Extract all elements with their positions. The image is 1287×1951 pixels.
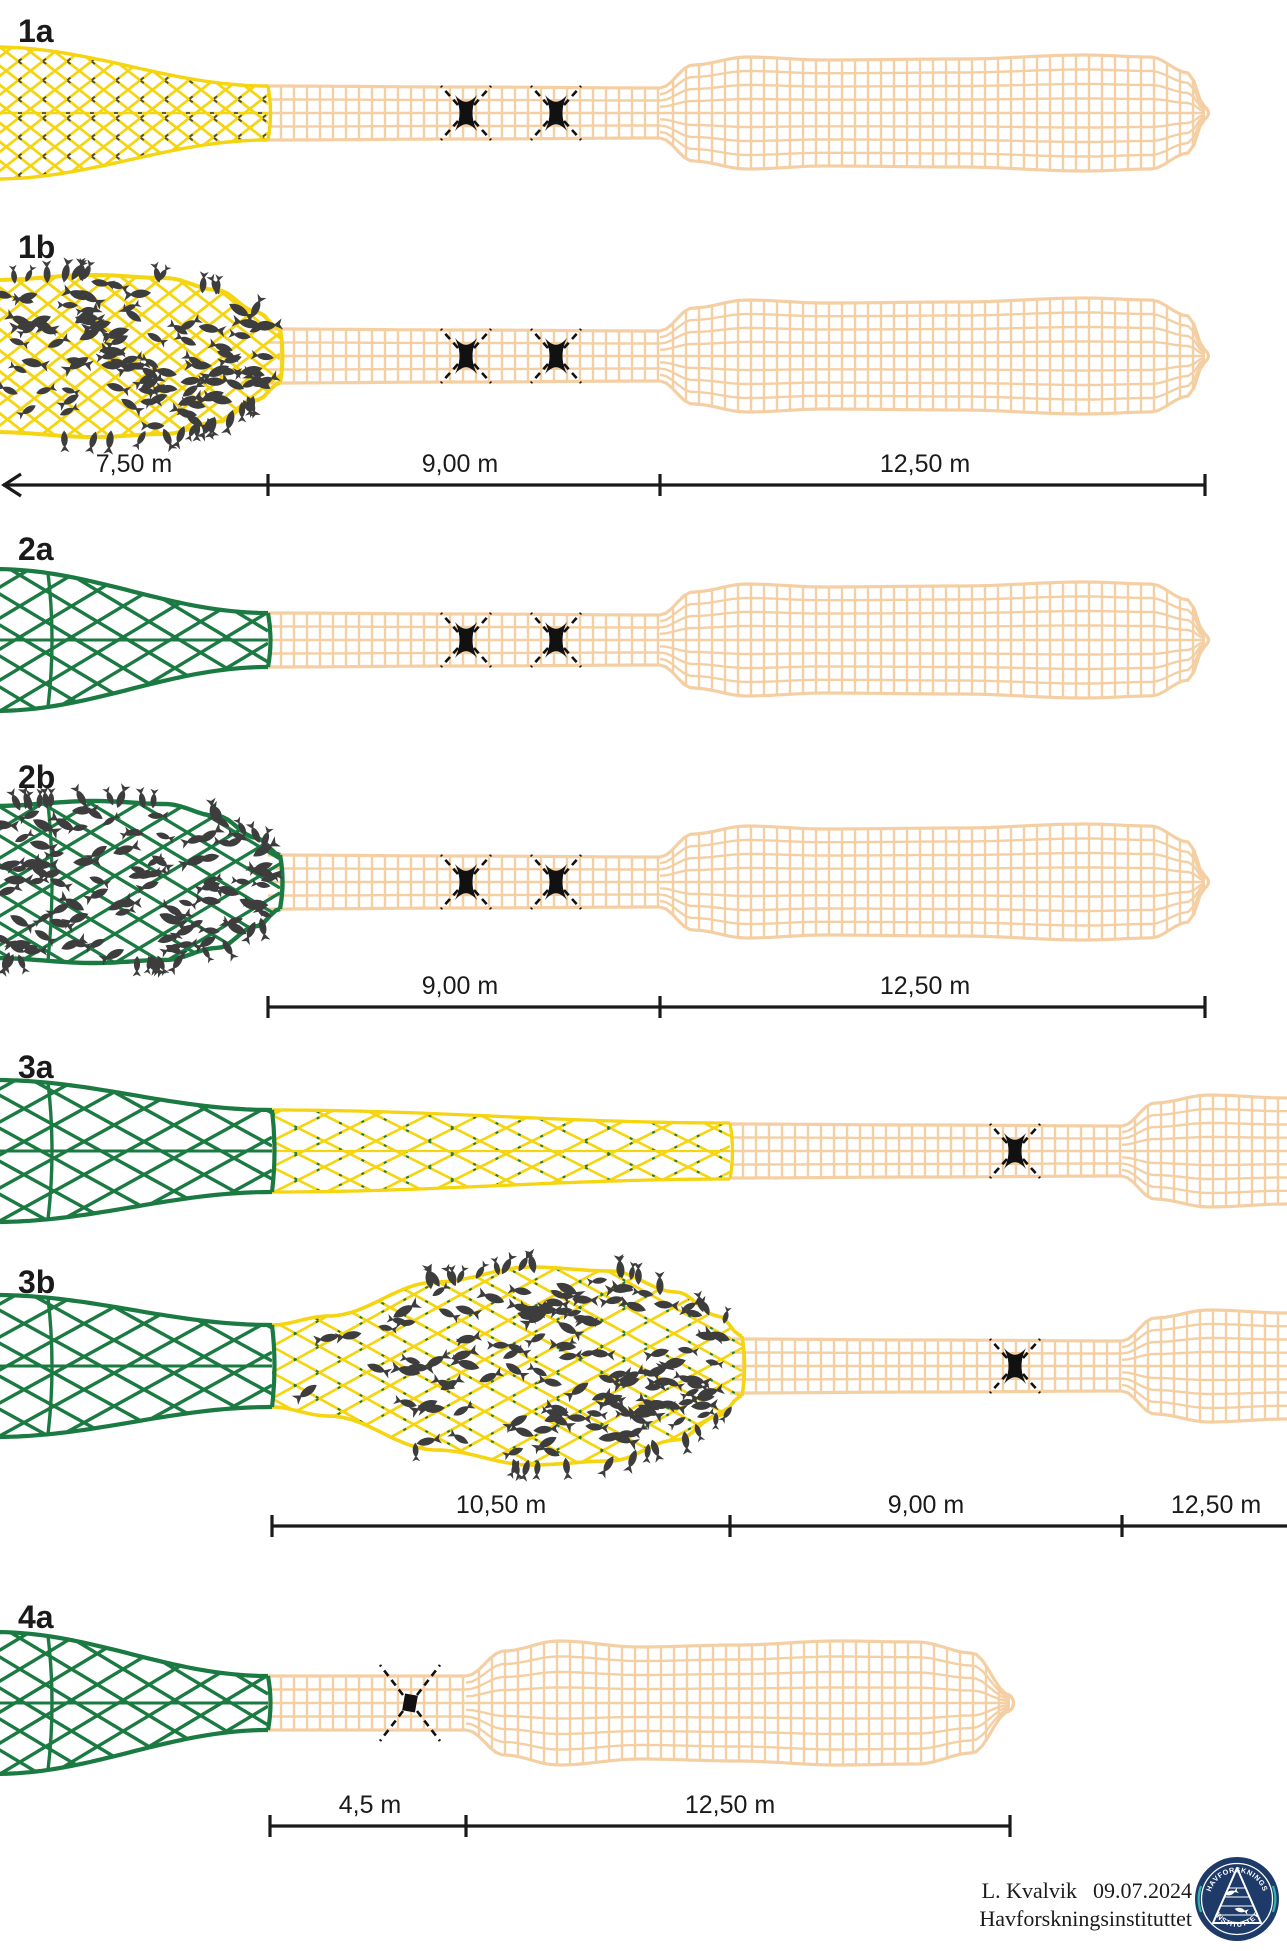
mesh-tie-mark: [440, 612, 492, 668]
scale-bar-3: [270, 1515, 1287, 1537]
credit-author: L. Kvalvik: [982, 1878, 1077, 1903]
scale2-label-900: 9,00 m: [422, 972, 498, 1000]
panel-label-3b: 3b: [18, 1264, 55, 1300]
mesh-tie-mark: [440, 854, 492, 910]
scale4-label-45: 4,5 m: [339, 1791, 402, 1819]
fish-catch: [0, 257, 284, 455]
mesh-tie-mark: [530, 854, 582, 910]
credit-institute: Havforskningsinstituttet: [979, 1906, 1192, 1931]
scale-bar-2: [266, 996, 1207, 1018]
logo-ring: [1200, 1862, 1274, 1936]
scale1-label-750: 7,50 m: [96, 450, 172, 478]
mesh-tie-mark: [440, 328, 492, 384]
panel-label-3a: 3a: [18, 1049, 54, 1085]
fish-catch: [291, 1248, 732, 1482]
scale3-label-1050: 10,50 m: [456, 1491, 546, 1519]
panel-label-2a: 2a: [18, 531, 54, 567]
left-arrow-icon: [1, 472, 22, 498]
mesh-tie-mark: [989, 1123, 1041, 1179]
logo-teal-arc-left: [1197, 1885, 1203, 1913]
credit-date: 09.07.2024: [1093, 1878, 1192, 1903]
scale1-label-900: 9,00 m: [422, 450, 498, 478]
panel-label-1a: 1a: [18, 13, 54, 49]
mesh-tie-mark: [378, 1664, 442, 1742]
logo-fish-icon: [1234, 1907, 1249, 1915]
logo-fish-icon: [1224, 1887, 1239, 1896]
scale3-label-900: 9,00 m: [888, 1491, 964, 1519]
net-3a: [0, 1077, 1287, 1225]
panel-label-4a: 4a: [18, 1599, 54, 1635]
fish-catch: [0, 783, 284, 979]
credit-line-author-date: L. Kvalvik 09.07.2024: [982, 1878, 1192, 1903]
mesh-tie-mark: [530, 328, 582, 384]
scale-bar-1: [1, 472, 1207, 498]
net-1b: [0, 257, 1211, 455]
net-2b: [0, 783, 1211, 979]
panel-label-2b: 2b: [18, 759, 55, 795]
net-3b: [0, 1248, 1287, 1482]
scale3-label-1250: 12,50 m: [1171, 1491, 1261, 1519]
panel-label-1b: 1b: [18, 229, 55, 265]
mesh-tie-mark: [989, 1338, 1041, 1394]
scale-bar-4: [268, 1815, 1012, 1837]
net-2a: [0, 566, 1211, 714]
scale1-label-1250: 12,50 m: [880, 450, 970, 478]
scale2-label-1250: 12,50 m: [880, 972, 970, 1000]
mesh-tie-mark: [530, 612, 582, 668]
mesh-tie-mark: [530, 85, 582, 141]
scale-bars: [1, 472, 1287, 1837]
net-4a: [0, 1629, 1016, 1777]
logo-circle: [1195, 1857, 1279, 1941]
scale4-label-1250: 12,50 m: [685, 1791, 775, 1819]
mesh-tie-mark: [440, 85, 492, 141]
logo-teal-arc-right: [1271, 1885, 1277, 1913]
institute-logo: HAVFORSKNINGS INSTITUTTET: [1195, 1857, 1279, 1941]
